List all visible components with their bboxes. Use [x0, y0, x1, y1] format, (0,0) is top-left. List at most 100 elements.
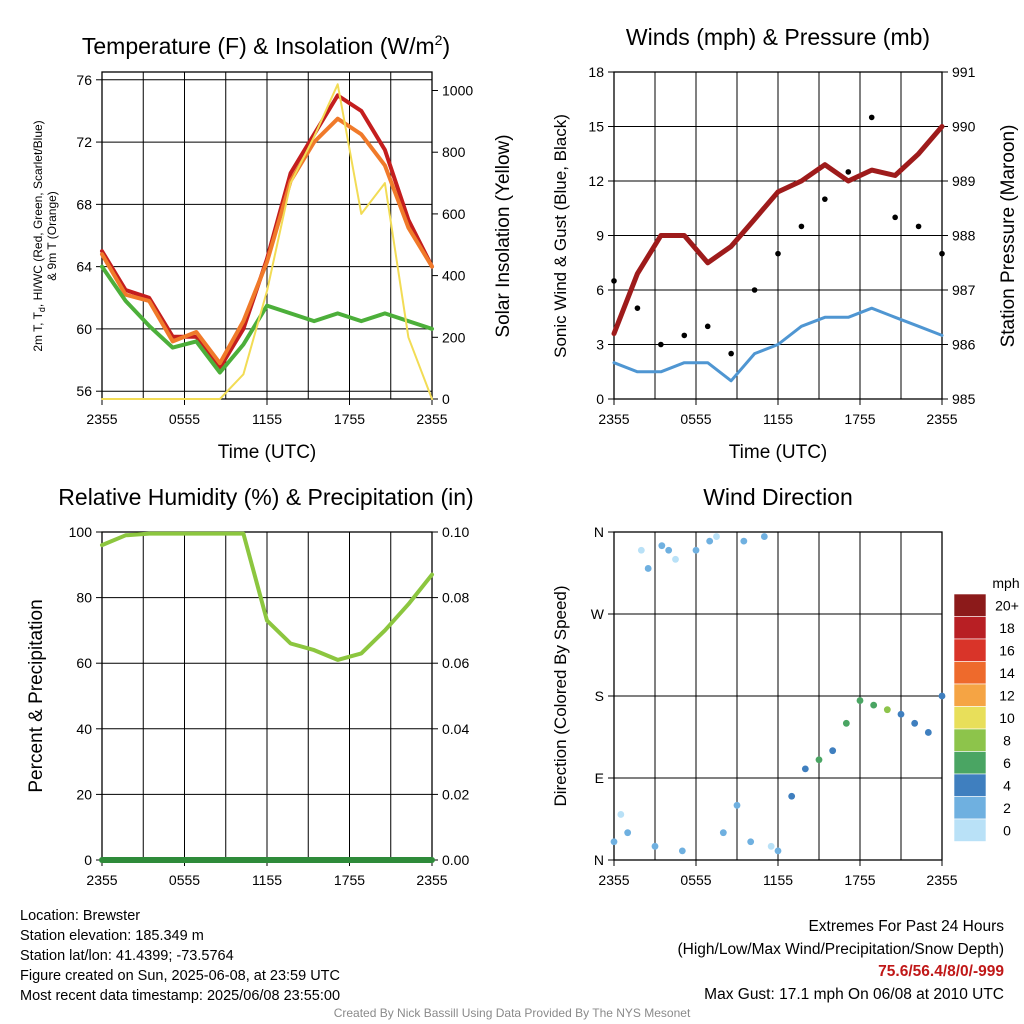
temp-ytick-label-left: 72 — [76, 134, 92, 150]
winds-ytick-label-left: 15 — [588, 119, 604, 135]
humidity-ytick-label-left: 60 — [76, 655, 92, 671]
winds-ytick-label-right: 991 — [952, 64, 976, 80]
direction-point — [658, 542, 666, 550]
winds-ytick-label-right: 989 — [952, 173, 976, 189]
colorbar-swatch — [953, 683, 987, 707]
temp-xtick-label: 1755 — [334, 411, 365, 427]
colorbar-label: 18 — [999, 620, 1015, 636]
station-info: Location: Brewster Station elevation: 18… — [20, 906, 340, 1006]
gust-point — [892, 214, 898, 221]
direction-point — [911, 719, 919, 727]
winds-xtick-label: 2355 — [598, 411, 629, 427]
humidity-series-line — [100, 531, 434, 662]
winds-ytick-label-left: 9 — [596, 228, 604, 244]
gust-point — [939, 250, 945, 257]
temp-ytick-label-right: 1000 — [442, 83, 473, 99]
humidity-ytick-label-left: 80 — [76, 590, 92, 606]
winds-ytick-label-right: 986 — [952, 337, 976, 353]
colorbar-label: 10 — [999, 710, 1015, 726]
temp-left-axis-label-2: & 9m T (Orange) — [45, 191, 59, 281]
colorbar-label: 6 — [1003, 755, 1011, 771]
direction-point — [924, 729, 932, 736]
colorbar-swatch — [953, 728, 987, 752]
direction-xtick-label: 1755 — [844, 872, 875, 888]
temp-xtick-label: 1155 — [252, 411, 282, 427]
max-gust: Max Gust: 17.1 mph On 06/08 at 2010 UTC — [704, 985, 1004, 1003]
temp-ytick-label-right: 400 — [442, 268, 466, 284]
gust-point — [751, 287, 758, 293]
gust-point — [728, 350, 734, 357]
humidity-plot: 0 20 40 60 80 100 0.00 0.02 0.04 0.06 0.08 0.10 2355… — [69, 524, 470, 888]
humidity-ytick-label-right: 0.00 — [442, 852, 469, 868]
direction-point — [617, 811, 625, 818]
station-latlon: Station lat/lon: 41.4399; -73.5764 — [20, 948, 234, 964]
humidity-ytick-label-right: 0.02 — [442, 786, 469, 802]
gust-point — [822, 196, 828, 202]
colorbar-label: 4 — [1003, 777, 1011, 793]
direction-point — [637, 546, 645, 554]
humidity-ytick-label-left: 20 — [76, 786, 92, 802]
temperature-plot: 56 60 64 68 72 76 0 200 400 600 800 1000 2355 0555 115… — [76, 71, 473, 427]
temp-ytick-label-right: 0 — [442, 391, 450, 407]
direction-plot: N E S W N 2355 0555 1155 1755 2355 — [591, 524, 958, 888]
humidity-ytick-label-left: 40 — [76, 721, 92, 737]
direction-point — [883, 706, 891, 714]
gust-point — [915, 223, 922, 230]
station-elevation: Station elevation: 185.349 m — [20, 928, 204, 944]
station-location: Location: Brewster — [20, 908, 141, 924]
sonic-wind-series-line — [612, 306, 944, 383]
temp-xtick-label: 0555 — [169, 411, 200, 427]
direction-xtick-label: 2355 — [598, 872, 629, 888]
extremes-values: 75.6/56.4/8/0/-999 — [878, 963, 1004, 980]
direction-point — [897, 710, 905, 718]
direction-point — [665, 546, 673, 554]
temp-right-axis-label: Solar Insolation (Yellow) — [493, 134, 514, 337]
direction-point — [829, 747, 837, 755]
extremes-info: Extremes For Past 24 Hours (High/Low/Max… — [678, 916, 1005, 1006]
humidity-ytick-label-right: 0.06 — [442, 655, 469, 671]
gust-point — [798, 223, 805, 230]
colorbar-label: 14 — [999, 665, 1015, 681]
colorbar-swatch — [953, 706, 987, 730]
direction-point — [733, 801, 741, 809]
temp-ytick-label-right: 600 — [442, 206, 466, 222]
humidity-ytick-label-right: 0.08 — [442, 590, 469, 606]
winds-x-axis-label: Time (UTC) — [729, 442, 828, 463]
winds-left-axis-label: Sonic Wind & Gust (Blue, Black) — [551, 114, 570, 358]
direction-point — [624, 829, 632, 837]
direction-point — [651, 842, 659, 850]
extremes-description: (High/Low/Max Wind/Precipitation/Snow De… — [677, 940, 1005, 958]
humidity-xtick-label: 1155 — [252, 872, 282, 888]
temp-9m-series-line — [100, 116, 434, 366]
humidity-panel-title: Relative Humidity (%) & Precipitation (i… — [58, 484, 473, 510]
winds-plot: 0 3 6 9 12 15 18 985 986 987 988 989 990 991 2355 0555 1… — [588, 64, 975, 427]
credit-line: Created By Nick Bassill Using Data Provi… — [333, 1006, 691, 1020]
humidity-xtick-label: 0555 — [169, 872, 200, 888]
winds-right-axis-label: Station Pressure (Maroon) — [998, 125, 1019, 348]
temp-ytick-label-right: 800 — [442, 144, 466, 160]
winds-ytick-label-left: 0 — [596, 391, 604, 407]
colorbar-label: 16 — [999, 642, 1015, 658]
colorbar-swatch — [953, 818, 987, 842]
colorbar-label: 0 — [1003, 822, 1011, 838]
direction-xtick-label: 2355 — [926, 872, 957, 888]
gust-point — [634, 305, 641, 311]
direction-point — [678, 847, 686, 855]
recent-timestamp: Most recent data timestamp: 2025/06/08 2… — [20, 988, 341, 1004]
colorbar-label: 12 — [999, 687, 1015, 703]
direction-point — [767, 842, 775, 850]
gust-point — [845, 169, 852, 175]
colorbar-swatch — [953, 796, 987, 820]
temp-xtick-label: 2355 — [416, 411, 447, 427]
gust-point — [868, 114, 875, 121]
figure-created: Figure created on Sun, 2025-06-08, at 23… — [20, 968, 340, 984]
temp-xtick-label: 2355 — [86, 411, 117, 427]
temp-ytick-label-left: 60 — [76, 321, 92, 337]
humidity-xtick-label: 2355 — [86, 872, 117, 888]
direction-ytick-label-left: N — [594, 524, 604, 540]
dewpoint-series-line — [100, 264, 434, 375]
colorbar-swatch — [953, 616, 987, 640]
temp-x-axis-label: Time (UTC) — [218, 442, 317, 463]
direction-point — [747, 838, 755, 846]
